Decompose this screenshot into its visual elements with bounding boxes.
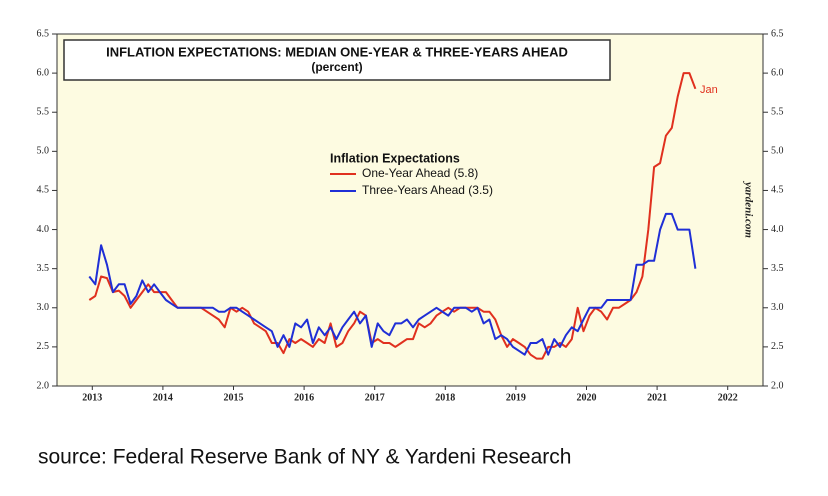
- legend-label: Three-Years Ahead (3.5): [362, 183, 493, 197]
- title-box: [63, 39, 611, 81]
- y-tick-label: 3.5: [37, 263, 50, 274]
- y2-tick-label: 5.0: [771, 146, 784, 157]
- y-tick-label: 2.0: [37, 380, 50, 391]
- x-tick-label: 2016: [294, 392, 314, 403]
- y-tick-label: 4.5: [37, 185, 50, 196]
- y2-tick-label: 4.5: [771, 185, 784, 196]
- y2-tick-label: 3.0: [771, 302, 784, 313]
- x-tick-label: 2021: [647, 392, 667, 403]
- y-tick-label: 6.0: [37, 67, 50, 78]
- annotation: Jan: [700, 84, 718, 96]
- legend-label: One-Year Ahead (5.8): [362, 166, 478, 180]
- y-tick-label: 2.5: [37, 341, 50, 352]
- source: source: Federal Reserve Bank of NY & Yar…: [38, 446, 571, 469]
- y2-tick-label: 4.0: [771, 224, 784, 235]
- y2-tick-label: 2.0: [771, 380, 784, 391]
- y-tick-label: 6.5: [37, 28, 50, 39]
- plot-area: [56, 33, 764, 387]
- y2-tick-label: 3.5: [771, 263, 784, 274]
- y-tick-label: 5.0: [37, 146, 50, 157]
- y2-tick-label: 6.5: [771, 28, 784, 39]
- x-tick-label: 2018: [435, 392, 455, 403]
- series-line: [88, 212, 697, 356]
- x-tick-label: 2013: [82, 392, 102, 403]
- legend-title: Inflation Expectations: [330, 151, 460, 165]
- x-tick-label: 2015: [224, 392, 244, 403]
- watermark: yardeni.com: [742, 180, 754, 238]
- x-tick-label: 2022: [718, 392, 738, 403]
- y2-tick-label: 5.5: [771, 107, 784, 118]
- chart-subtitle: (percent): [311, 60, 362, 74]
- x-tick-label: 2020: [577, 392, 597, 403]
- y-tick-label: 4.0: [37, 224, 50, 235]
- y-tick-label: 5.5: [37, 107, 50, 118]
- chart-title: INFLATION EXPECTATIONS: MEDIAN ONE-YEAR …: [106, 44, 568, 59]
- x-tick-label: 2017: [365, 392, 385, 403]
- x-tick-label: 2019: [506, 392, 526, 403]
- y2-tick-label: 6.0: [771, 67, 784, 78]
- y-tick-label: 3.0: [37, 302, 50, 313]
- x-tick-label: 2014: [153, 392, 173, 403]
- y2-tick-label: 2.5: [771, 341, 784, 352]
